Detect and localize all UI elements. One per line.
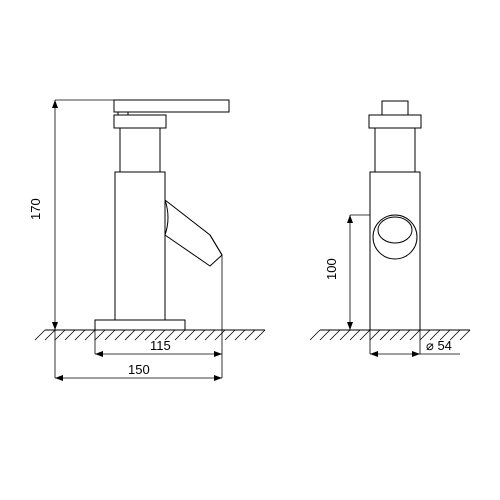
svg-text:115: 115 <box>150 338 171 353</box>
svg-text:170: 170 <box>28 198 43 220</box>
svg-text:100: 100 <box>324 258 339 280</box>
svg-text:⌀ 54: ⌀ 54 <box>426 338 452 353</box>
svg-text:150: 150 <box>128 362 150 377</box>
